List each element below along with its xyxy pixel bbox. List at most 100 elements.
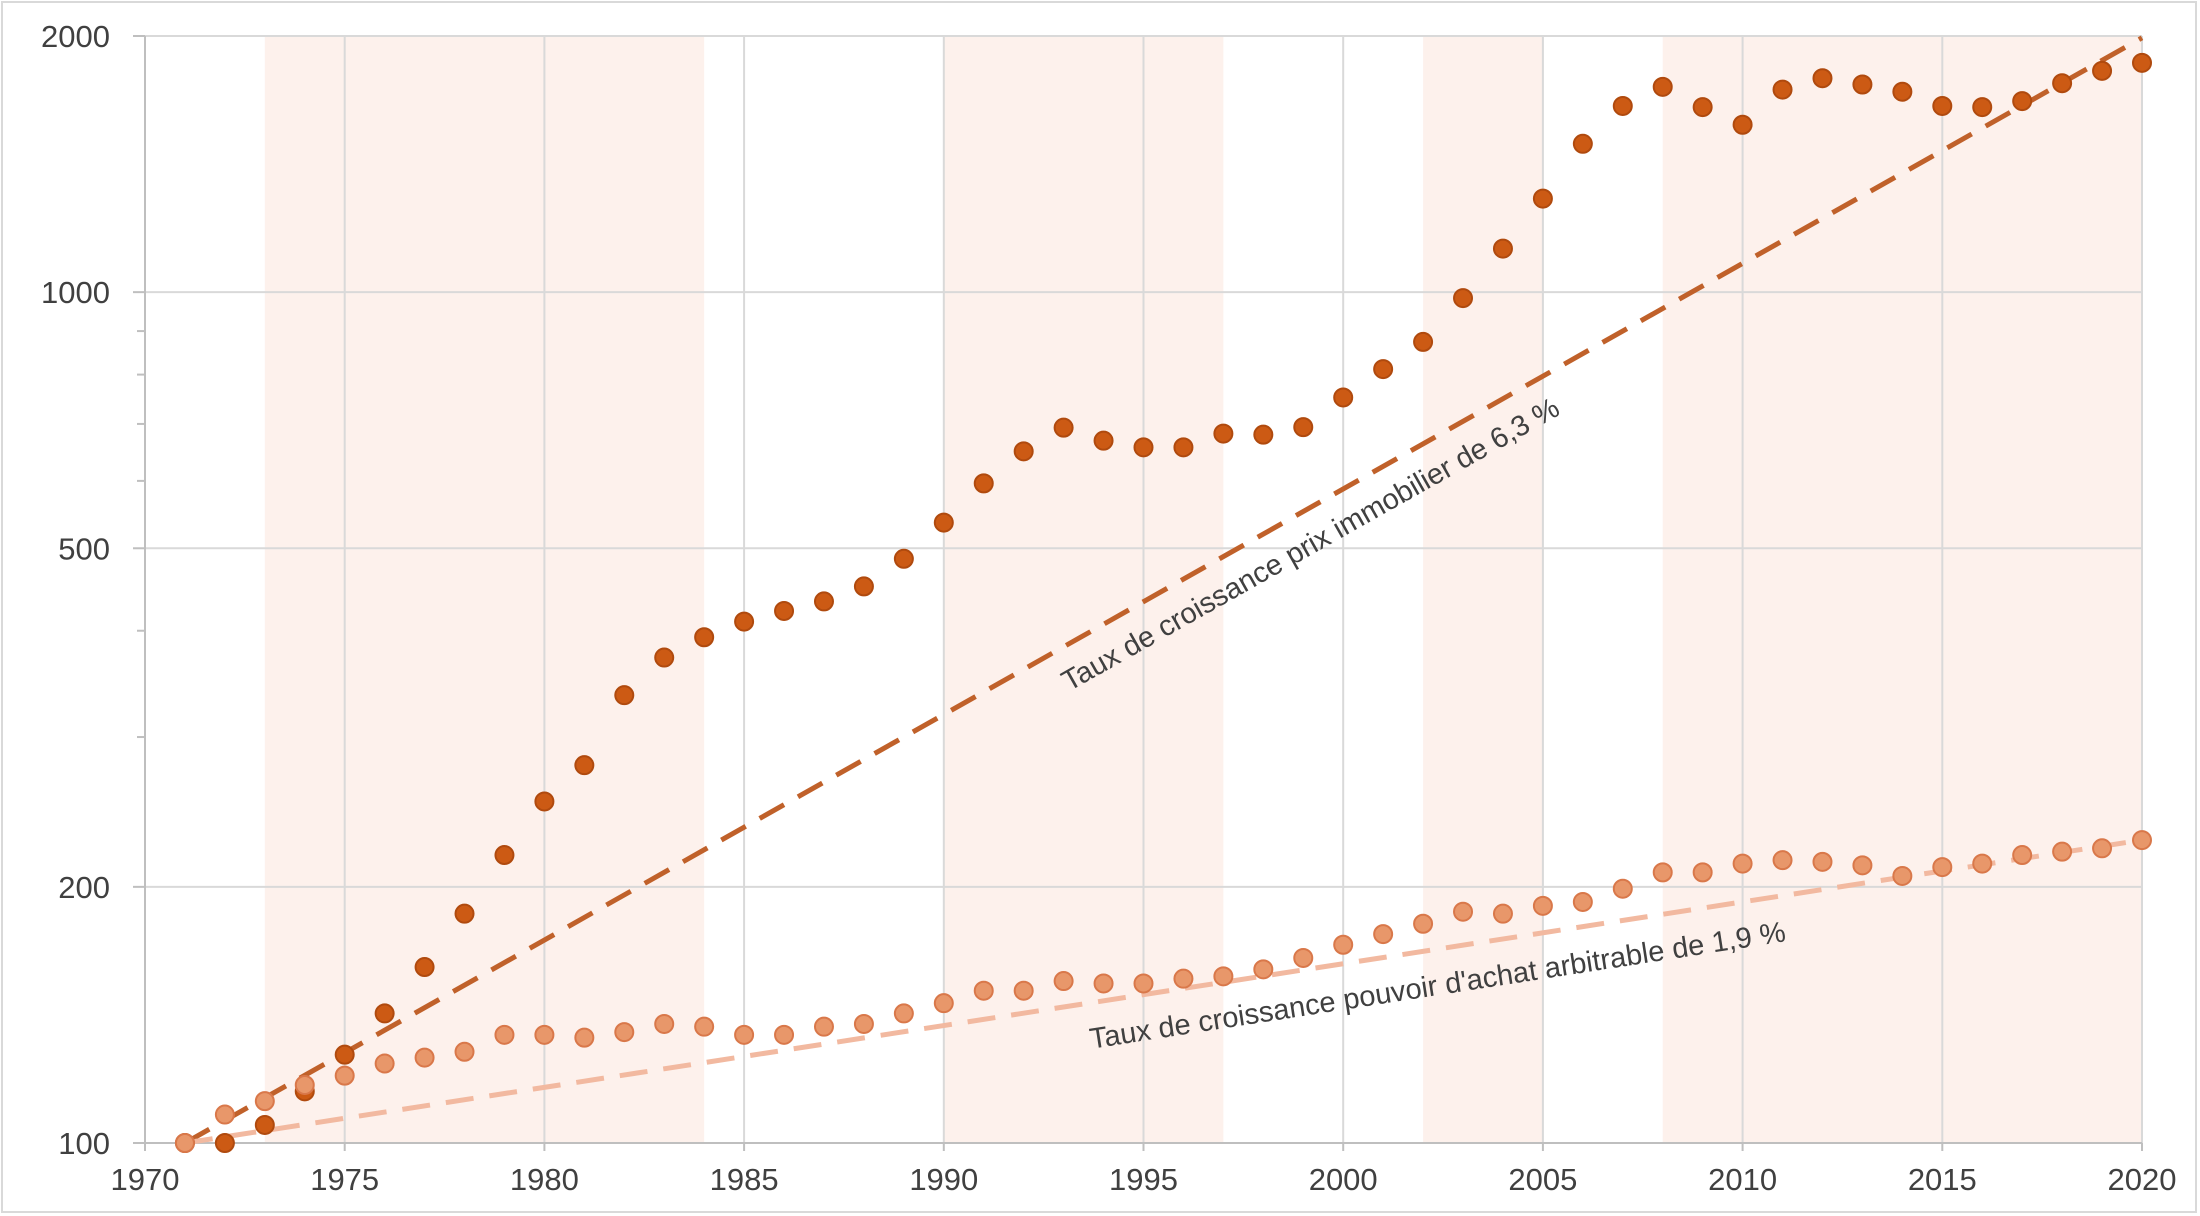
series-0-point xyxy=(1293,417,1314,438)
series-0-point xyxy=(1453,288,1474,309)
series-1-point xyxy=(774,1024,795,1045)
trend-line-3 xyxy=(184,837,2143,1146)
series-1-point xyxy=(1812,851,1833,872)
series-0-point xyxy=(933,512,954,533)
y-tick-label: 500 xyxy=(58,531,110,566)
series-0-point xyxy=(2012,91,2033,112)
series-1-point xyxy=(1133,973,1154,994)
series-1-point xyxy=(1532,895,1553,916)
series-0-point xyxy=(813,591,834,612)
series-1-point xyxy=(1333,934,1354,955)
series-1-point xyxy=(1932,857,1953,878)
series-1-point xyxy=(1692,862,1713,883)
series-0-point xyxy=(654,647,675,668)
x-tick-label: 1970 xyxy=(111,1162,180,1197)
data-points xyxy=(174,52,2152,1153)
y-tick-label: 100 xyxy=(58,1126,110,1161)
series-1-point xyxy=(1972,853,1993,874)
trend-lines xyxy=(183,35,2144,1146)
x-tick-label: 2020 xyxy=(2108,1162,2177,1197)
series-0-point xyxy=(1013,441,1034,462)
series-1-point xyxy=(1492,903,1513,924)
series-0-point xyxy=(1892,81,1913,102)
x-tick-label: 1975 xyxy=(310,1162,379,1197)
series-1-point xyxy=(933,993,954,1014)
y-tick-label: 1000 xyxy=(41,275,110,310)
series-0-point xyxy=(973,473,994,494)
series-1-point xyxy=(1852,855,1873,876)
series-1-point xyxy=(654,1013,675,1034)
series-1-point xyxy=(1213,966,1234,987)
series-0-point xyxy=(2092,60,2113,81)
series-1-point xyxy=(694,1016,715,1037)
x-tick-label: 1990 xyxy=(909,1162,978,1197)
series-1-point xyxy=(1373,924,1394,945)
shaded-period-1 xyxy=(943,36,1224,1143)
series-0-point xyxy=(1213,423,1234,444)
shaded-period-0 xyxy=(264,36,705,1143)
series-1-point xyxy=(494,1024,515,1045)
series-0-point xyxy=(1812,68,1833,89)
series-0-point xyxy=(1772,79,1793,100)
series-1-point xyxy=(1892,865,1913,886)
x-tick-label: 1995 xyxy=(1109,1162,1178,1197)
x-tick-label: 2015 xyxy=(1908,1162,1977,1197)
series-1-point xyxy=(893,1003,914,1024)
trend-line-2 xyxy=(183,35,2144,1146)
x-tick-label: 2005 xyxy=(1508,1162,1577,1197)
y-tick-label: 200 xyxy=(58,870,110,905)
series-0-point xyxy=(614,685,635,706)
series-0-point xyxy=(734,611,755,632)
series-0-point xyxy=(1173,437,1194,458)
series-0-point xyxy=(494,845,515,866)
series-0-point xyxy=(1972,97,1993,118)
x-tick-label: 1980 xyxy=(510,1162,579,1197)
series-0-point xyxy=(2052,73,2073,94)
series-0-point xyxy=(2132,52,2152,73)
series-0-point xyxy=(1732,114,1753,135)
series-0-point xyxy=(1413,331,1434,352)
series-0-point xyxy=(414,957,435,978)
series-0-point xyxy=(454,903,475,924)
y-tick-label: 2000 xyxy=(41,19,110,54)
shaded-period-3 xyxy=(1662,36,2142,1143)
series-1-point xyxy=(1093,973,1114,994)
series-0-point xyxy=(853,576,874,597)
series-1-point xyxy=(334,1065,355,1086)
series-0-point xyxy=(893,548,914,569)
series-0-point xyxy=(774,600,795,621)
series-0-point xyxy=(534,791,555,812)
series-1-point xyxy=(2132,830,2152,851)
series-1-point xyxy=(214,1104,235,1125)
series-0-point xyxy=(1133,437,1154,458)
series-1-point xyxy=(2052,841,2073,862)
series-1-point xyxy=(1253,959,1274,980)
series-0-point xyxy=(1492,238,1513,259)
series-1-point xyxy=(2092,838,2113,859)
series-0-point xyxy=(1612,95,1633,116)
series-0-point xyxy=(1053,417,1074,438)
series-1-point xyxy=(853,1013,874,1034)
series-0-point xyxy=(1572,133,1593,154)
series-0-point xyxy=(1253,424,1274,445)
series-1-point xyxy=(1772,850,1793,871)
series-1-point xyxy=(374,1053,395,1074)
series-0-point xyxy=(254,1114,275,1135)
series-0-point xyxy=(1373,359,1394,380)
series-0-point xyxy=(574,755,595,776)
series-1-point xyxy=(1732,853,1753,874)
series-0-point xyxy=(374,1003,395,1024)
series-1-point xyxy=(1053,971,1074,992)
series-1-point xyxy=(734,1024,755,1045)
series-1-point xyxy=(294,1074,315,1095)
series-0-point xyxy=(1692,97,1713,118)
x-tick-label: 1985 xyxy=(710,1162,779,1197)
x-tick-label: 2010 xyxy=(1708,1162,1777,1197)
series-0-point xyxy=(1093,430,1114,451)
series-1-point xyxy=(1572,891,1593,912)
series-1-point xyxy=(574,1027,595,1048)
series-1-point xyxy=(614,1022,635,1043)
series-0-point xyxy=(214,1133,235,1153)
series-0-point xyxy=(694,627,715,648)
